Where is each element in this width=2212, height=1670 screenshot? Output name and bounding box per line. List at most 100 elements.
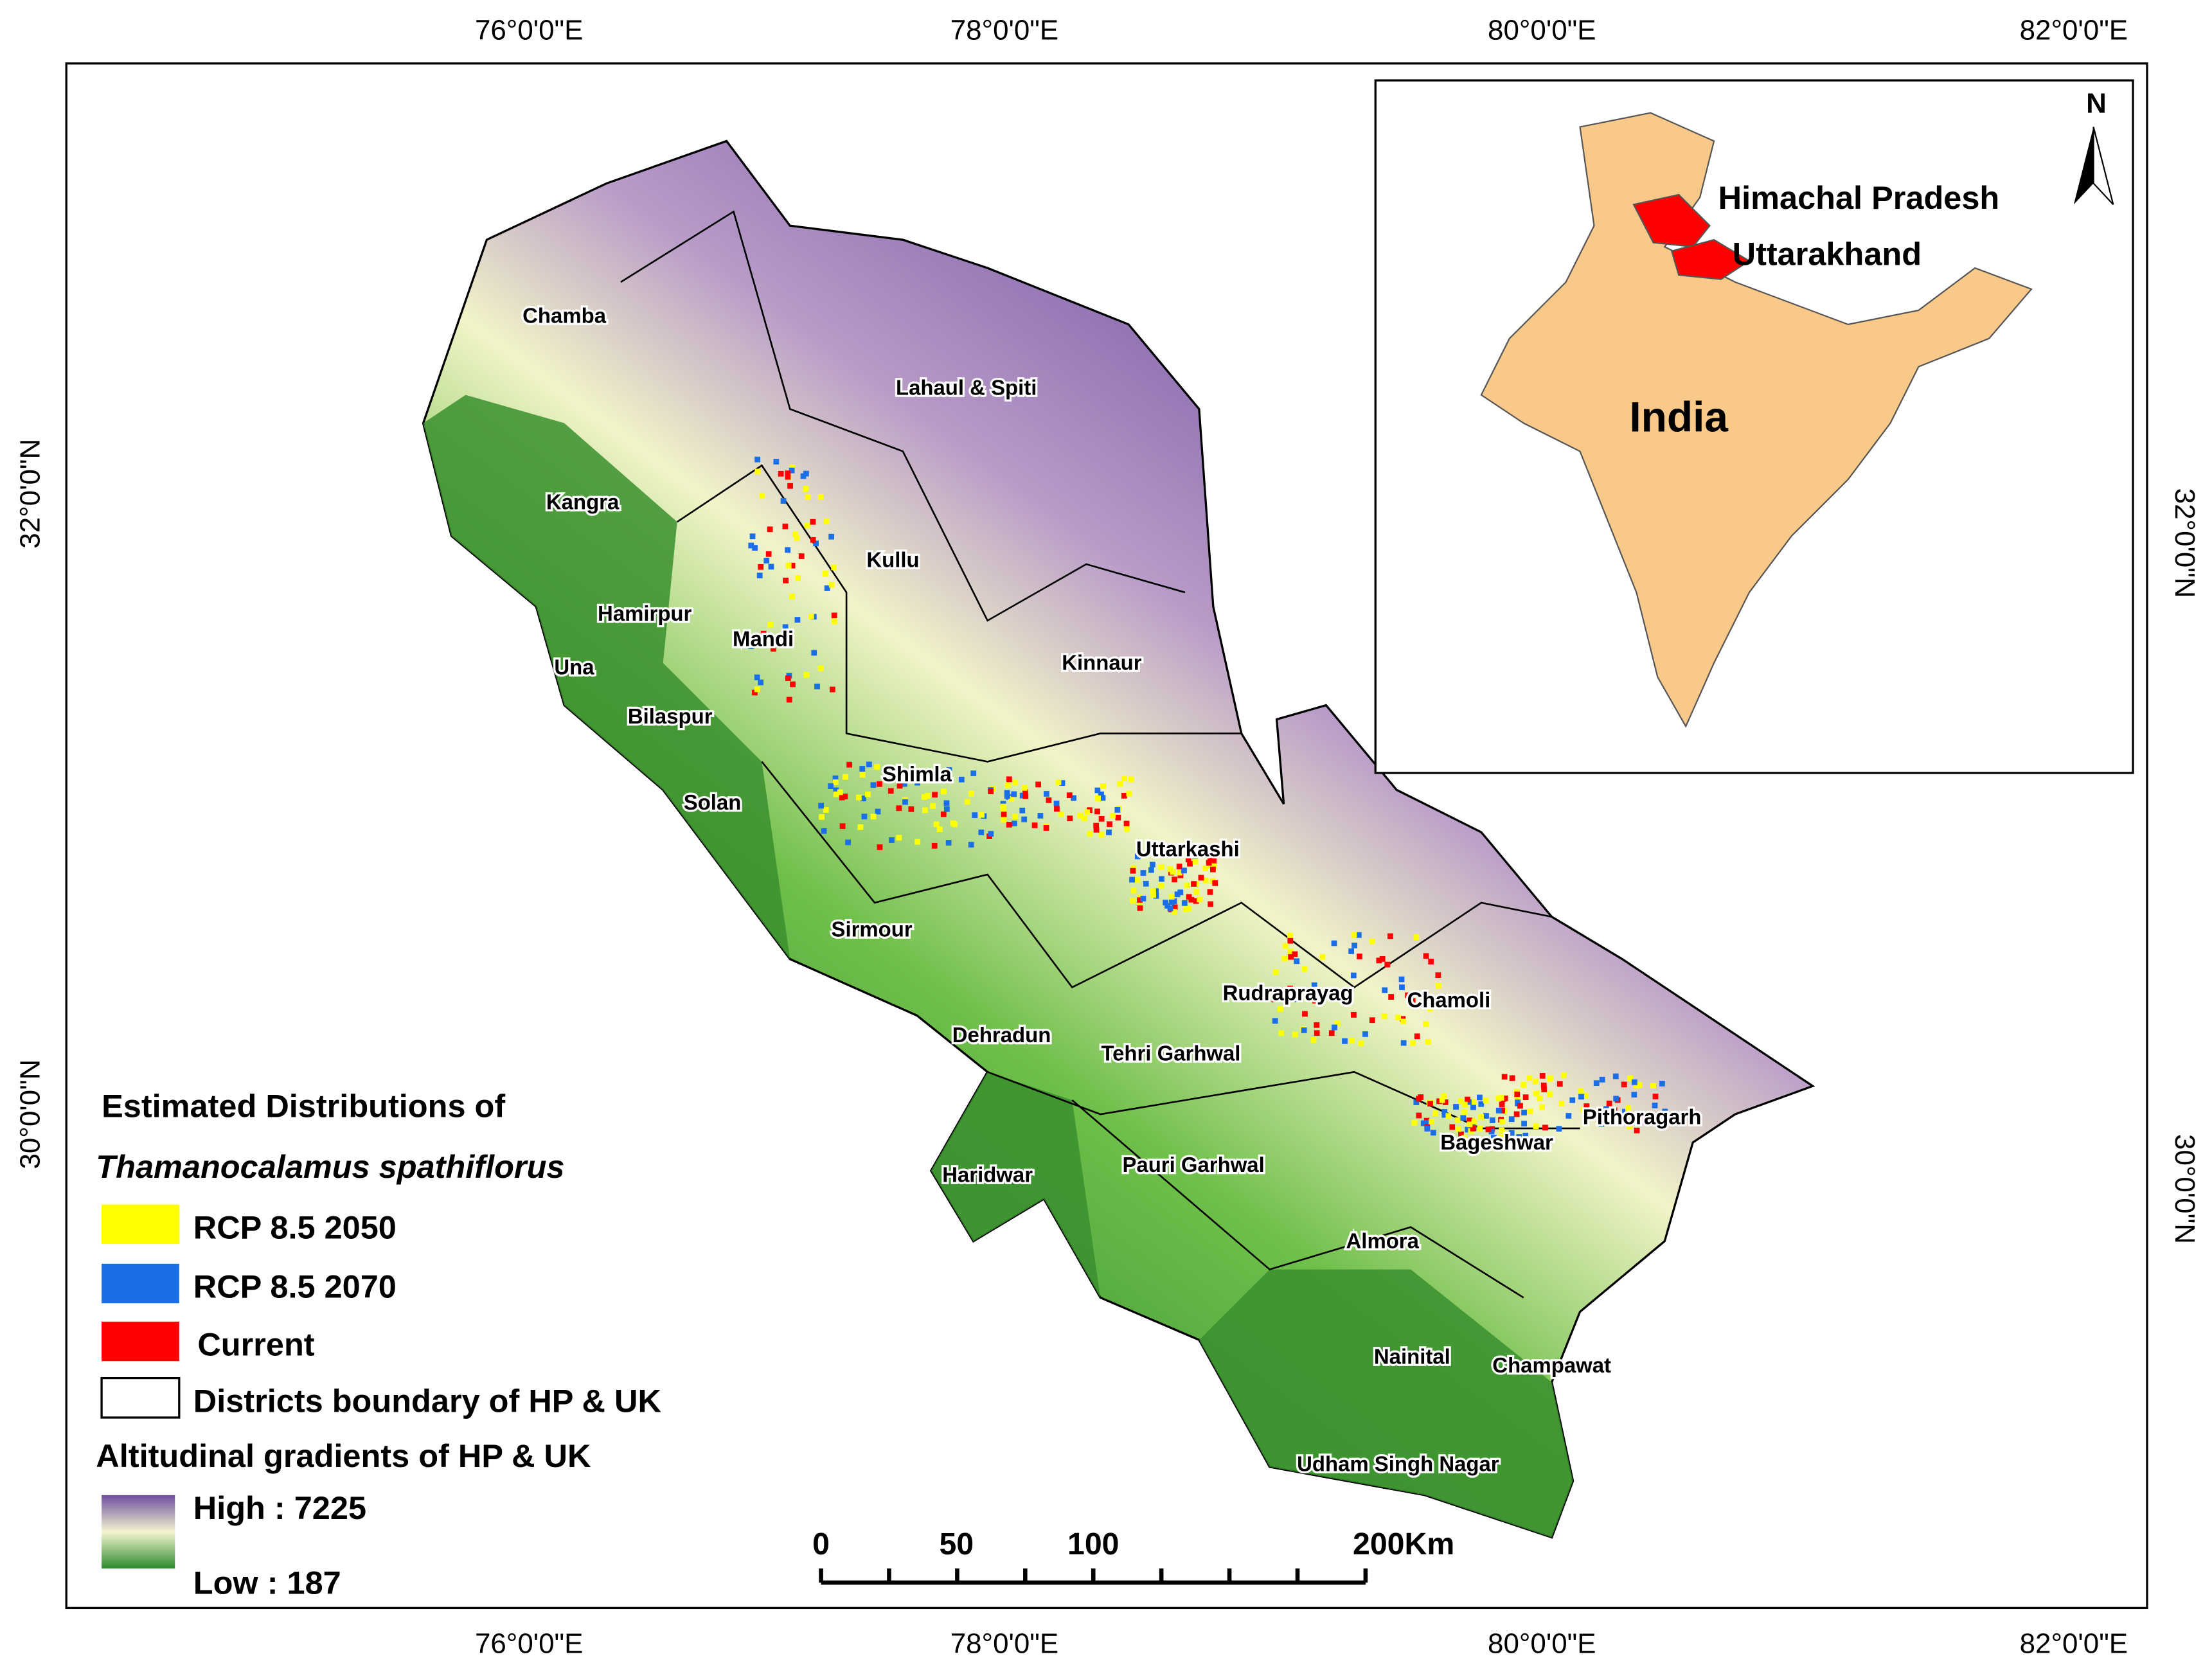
point [1202,877,1209,884]
point [1287,985,1294,991]
point [1430,1130,1436,1136]
point [1351,943,1357,948]
point [803,470,809,477]
point [1124,826,1130,832]
point [1598,1121,1605,1127]
uttarakhand [1670,238,1751,280]
point [1659,1081,1665,1087]
point [1498,1134,1504,1141]
point [1001,812,1007,818]
point [1130,867,1136,874]
point [1301,966,1308,972]
point [823,807,829,813]
point [1416,1096,1422,1102]
point [773,459,780,465]
point [1423,1119,1430,1126]
point [1540,1082,1547,1088]
point [1471,1099,1477,1105]
district-label: Dehradun [952,1023,1051,1047]
point [1414,1033,1420,1040]
point [1621,1108,1628,1115]
point [877,781,882,787]
point [1278,1030,1285,1036]
point [1483,1113,1489,1119]
point [1037,813,1044,819]
point [1319,954,1326,960]
point [1449,1124,1456,1130]
point [1569,1097,1576,1103]
point [1612,1073,1619,1079]
point [1652,1103,1658,1108]
point [1100,795,1106,801]
point [1177,869,1182,876]
district-label: Udham Singh Nagar [1297,1452,1499,1475]
point [1035,781,1042,788]
point [1288,954,1294,960]
point [785,474,791,480]
point [795,574,801,581]
point [810,537,816,543]
point [968,842,974,848]
point [1521,1081,1526,1088]
point [1128,776,1134,783]
point [1428,959,1434,964]
point [1578,1094,1584,1100]
district-label: Kangra [546,490,620,513]
point [765,551,772,557]
point [819,813,825,820]
point [859,772,866,778]
point [1192,858,1199,865]
point [756,573,763,579]
point [1599,1076,1605,1083]
north-arrow [2073,127,2094,205]
point [1653,1113,1659,1119]
point [1521,1121,1527,1127]
point [828,783,834,789]
point [1302,1011,1308,1017]
point [1150,892,1156,898]
point [1423,1021,1429,1027]
point [1517,1103,1523,1109]
point [778,470,784,477]
point [917,772,923,779]
point [1470,1104,1476,1110]
point [889,837,895,843]
point [1211,863,1217,869]
point [1580,1106,1587,1113]
point [1094,808,1100,815]
point [1198,875,1204,881]
point [1652,1093,1659,1099]
district-label: Sirmour [832,918,913,941]
point [950,820,956,826]
point [870,782,877,788]
point [1055,779,1062,785]
point [748,542,754,549]
country-label: India [1629,393,1729,441]
point [1625,1109,1632,1115]
district-label: Shimla [882,762,952,786]
scale-label: 50 [939,1527,974,1561]
point [1502,1095,1508,1101]
point [1455,1117,1461,1123]
district-label: Chamba [522,304,607,328]
point [861,813,868,820]
point [831,612,837,619]
point [1172,904,1178,911]
point [839,794,845,801]
point [1140,896,1146,902]
point [1022,789,1028,795]
scale-label: 0 [812,1527,830,1561]
point [803,672,810,678]
scale-label: 200Km [1353,1527,1454,1561]
point [1167,905,1173,912]
point [1498,1095,1504,1101]
point [780,498,787,504]
point [1522,1094,1529,1100]
point [758,679,764,686]
point [1212,880,1218,886]
point [817,494,824,500]
point [1611,1107,1618,1114]
point [1351,932,1357,938]
point [1501,1074,1508,1080]
point [946,767,952,773]
